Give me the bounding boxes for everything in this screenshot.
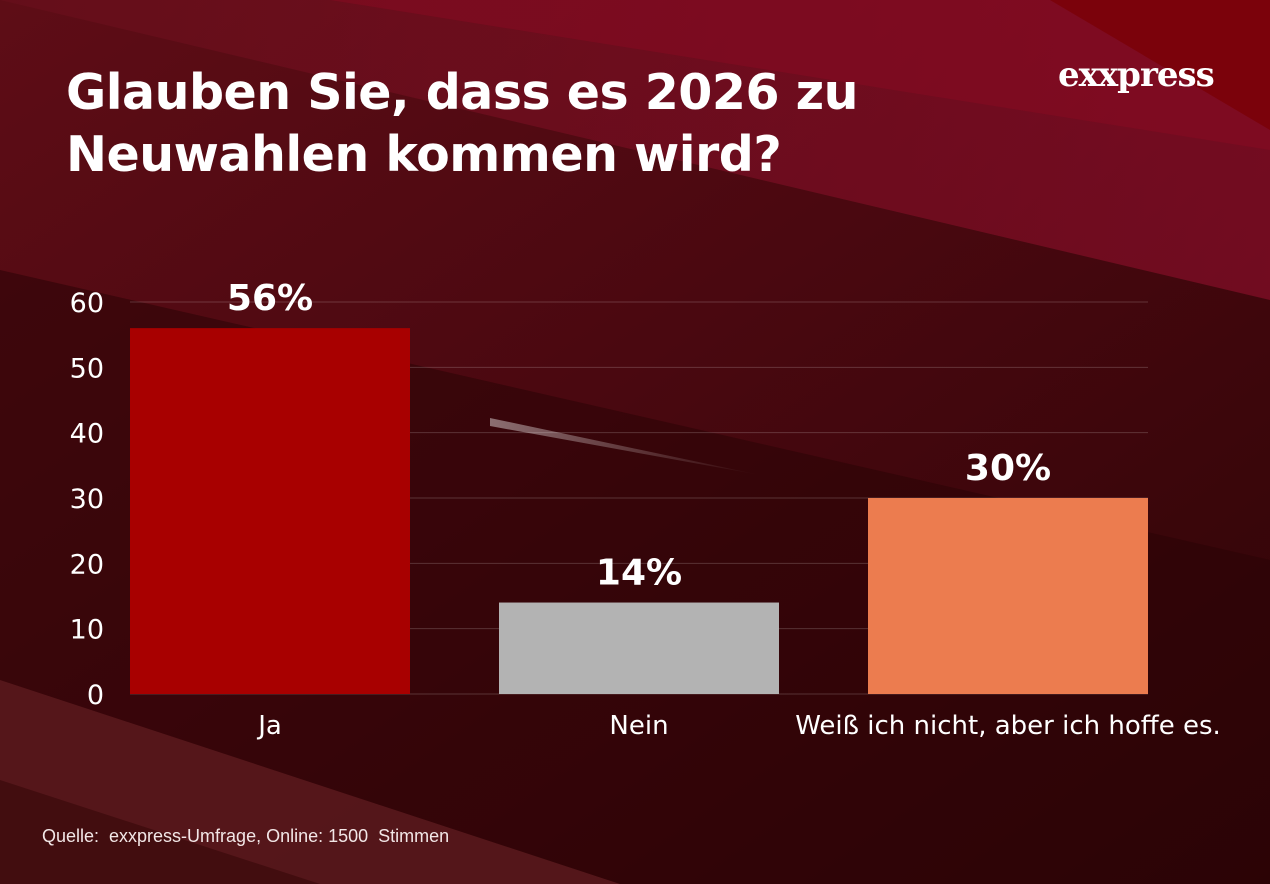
y-tick-label: 30 [70, 484, 104, 515]
x-tick-label: Weiß ich nicht, aber ich hoffe es. [795, 711, 1221, 741]
x-tick-label: Ja [256, 711, 282, 741]
source-note: Quelle: exxpress-Umfrage, Online: 1500 S… [42, 826, 450, 846]
y-tick-label: 0 [87, 680, 104, 711]
y-tick-label: 60 [70, 288, 104, 319]
y-tick-label: 50 [70, 353, 104, 384]
bar-ja [130, 328, 410, 694]
bar-wei [868, 498, 1148, 694]
bar-nein [499, 602, 779, 694]
data-label: 30% [965, 448, 1051, 489]
data-label: 14% [596, 553, 682, 594]
title-line-2: Neuwahlen kommen wird? [66, 126, 782, 183]
exxpress-logo: exxpress [1058, 55, 1215, 95]
logo-text: exxpress [1058, 55, 1214, 95]
y-tick-label: 10 [70, 615, 104, 646]
y-tick-label: 40 [70, 419, 104, 450]
title-line-1: Glauben Sie, dass es 2026 zu [66, 64, 859, 121]
x-tick-label: Nein [609, 711, 668, 741]
data-label: 56% [227, 278, 313, 319]
y-tick-label: 20 [70, 549, 104, 580]
chart-title: Glauben Sie, dass es 2026 zu Neuwahlen k… [66, 62, 966, 186]
